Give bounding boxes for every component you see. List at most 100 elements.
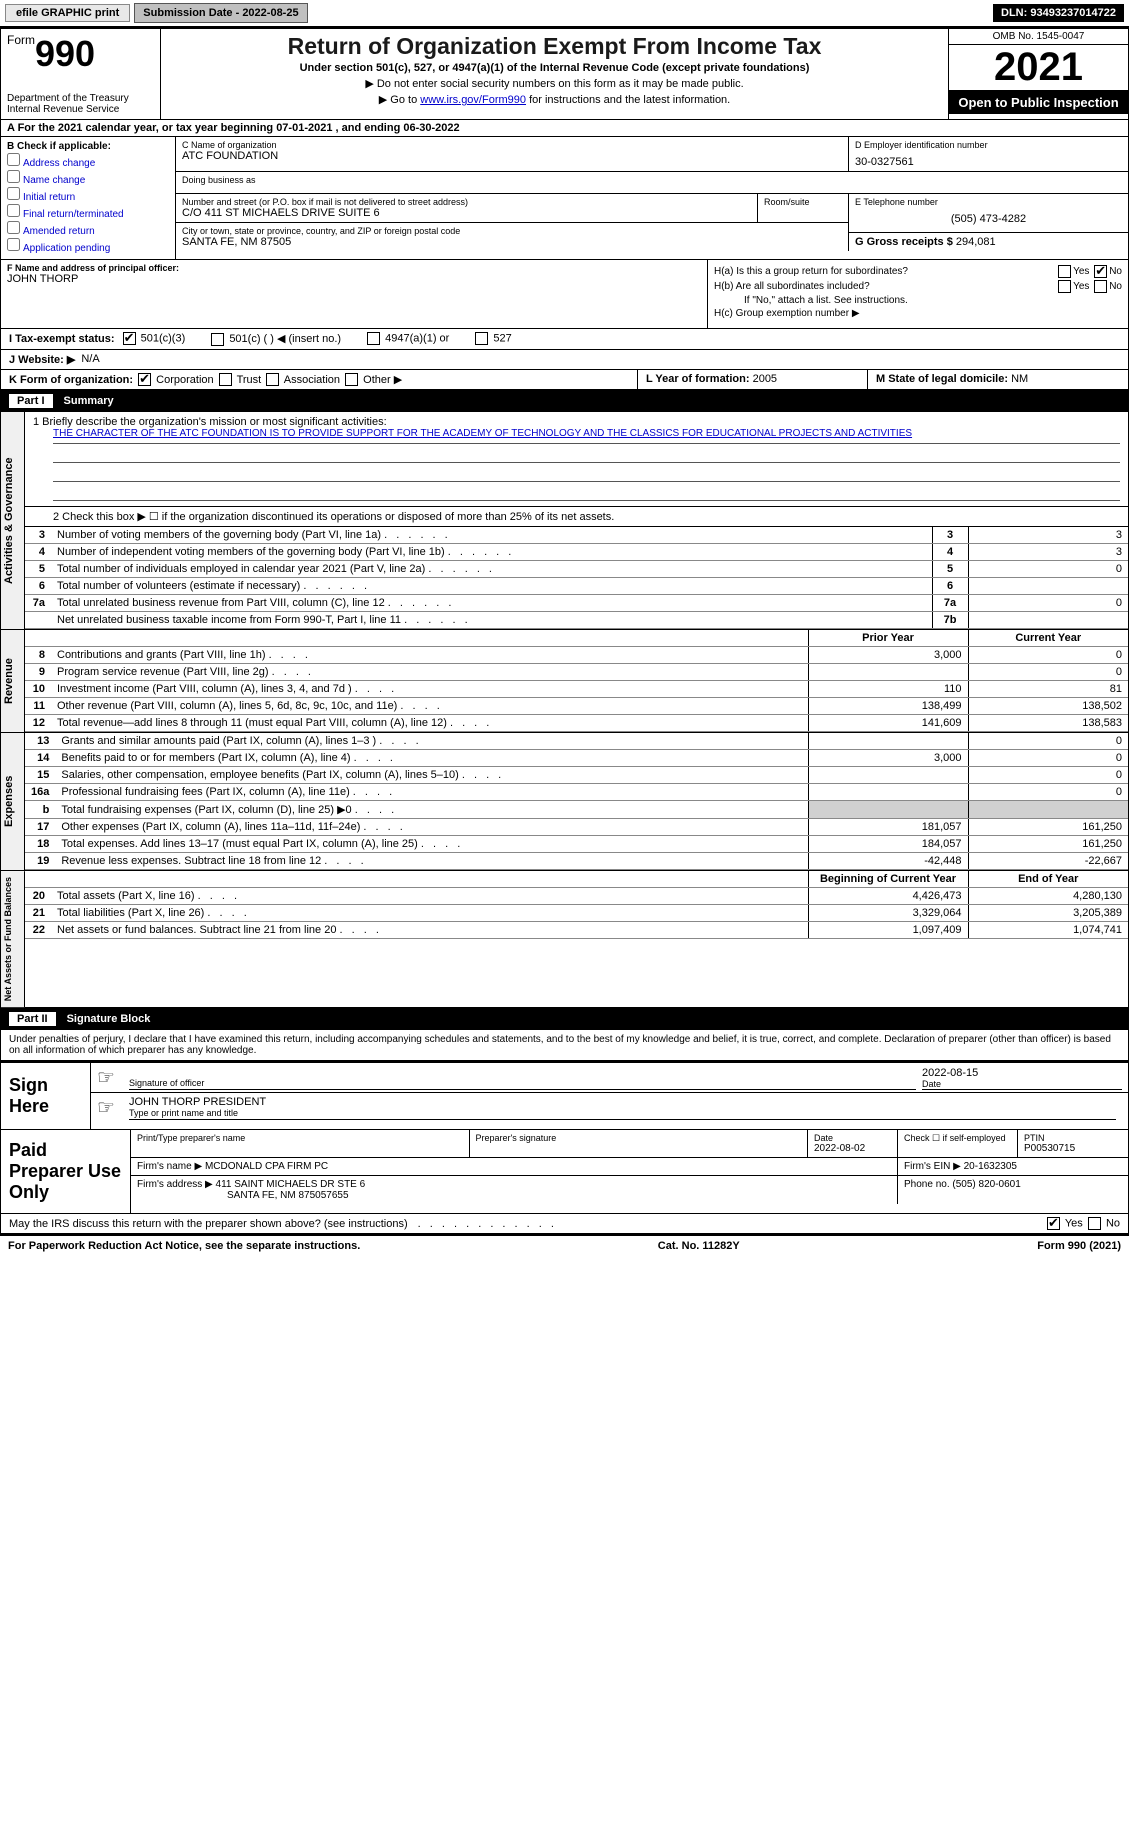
box-cde: C Name of organization ATC FOUNDATION D … (176, 137, 1128, 259)
city-value: SANTA FE, NM 87505 (182, 236, 842, 248)
org-name: ATC FOUNDATION (182, 150, 842, 162)
street-value: C/O 411 ST MICHAELS DRIVE SUITE 6 (182, 207, 751, 219)
discuss-yes[interactable] (1047, 1217, 1060, 1230)
website-value: N/A (81, 353, 99, 365)
box-c: C Name of organization ATC FOUNDATION (176, 137, 848, 171)
box-d: D Employer identification number 30-0327… (848, 137, 1128, 171)
box-e: E Telephone number (505) 473-4282 (849, 194, 1128, 233)
telephone-value: (505) 473-4282 (855, 213, 1122, 225)
discuss-no[interactable] (1088, 1217, 1101, 1230)
chk-4947[interactable] (367, 332, 380, 345)
side-activities: Activities & Governance (1, 412, 25, 629)
netassets-section: Net Assets or Fund Balances Beginning of… (0, 871, 1129, 1008)
chk-address-change[interactable]: Address change (7, 153, 169, 169)
form-word: Form (7, 33, 35, 47)
box-l: L Year of formation: 2005 (638, 370, 868, 390)
form-header: Form990 Department of the Treasury Inter… (0, 27, 1129, 120)
form-title: Return of Organization Exempt From Incom… (169, 33, 940, 60)
header-center: Return of Organization Exempt From Incom… (161, 29, 948, 119)
form-number: 990 (35, 33, 95, 74)
expenses-table: 13Grants and similar amounts paid (Part … (25, 733, 1128, 870)
firm-addr1: 411 SAINT MICHAELS DR STE 6 (216, 1179, 366, 1190)
row-j-website: J Website: ▶ N/A (0, 350, 1129, 370)
chk-amended-return[interactable]: Amended return (7, 221, 169, 237)
box-m: M State of legal domicile: NM (868, 370, 1128, 390)
chk-501c[interactable] (211, 333, 224, 346)
klm-row: K Form of organization: Corporation Trus… (0, 370, 1129, 391)
fgh-row: F Name and address of principal officer:… (0, 260, 1129, 329)
side-revenue: Revenue (1, 630, 25, 732)
row-i-tax-exempt: I Tax-exempt status: 501(c)(3) 501(c) ( … (0, 329, 1129, 350)
subtitle-2: ▶ Do not enter social security numbers o… (169, 77, 940, 90)
expenses-section: Expenses 13Grants and similar amounts pa… (0, 733, 1129, 871)
box-g: G Gross receipts $ 294,081 (849, 233, 1128, 251)
box-k: K Form of organization: Corporation Trus… (1, 370, 638, 390)
discuss-row: May the IRS discuss this return with the… (0, 1214, 1129, 1234)
q2-checkbox: 2 Check this box ▶ ☐ if the organization… (25, 507, 1128, 527)
submission-date: Submission Date - 2022-08-25 (134, 3, 307, 23)
form-footer: Form 990 (2021) (1037, 1240, 1121, 1252)
firm-name: MCDONALD CPA FIRM PC (205, 1161, 328, 1172)
activities-table: 3Number of voting members of the governi… (25, 527, 1128, 629)
room-suite-label: Room/suite (764, 197, 842, 207)
signature-date: 2022-08-15 Date (922, 1067, 1122, 1090)
revenue-section: Revenue Prior YearCurrent Year8Contribut… (0, 630, 1129, 733)
top-bar: efile GRAPHIC print Submission Date - 20… (0, 0, 1129, 27)
chk-other[interactable] (345, 373, 358, 386)
efile-print-button[interactable]: efile GRAPHIC print (5, 4, 130, 22)
sign-here-block: Sign Here ☞ Signature of officer 2022-08… (0, 1061, 1129, 1130)
box-f: F Name and address of principal officer:… (1, 260, 708, 328)
box-h: H(a) Is this a group return for subordin… (708, 260, 1128, 328)
chk-initial-return[interactable]: Initial return (7, 187, 169, 203)
ha-no[interactable] (1094, 265, 1107, 278)
subtitle-1: Under section 501(c), 527, or 4947(a)(1)… (169, 62, 940, 74)
dln-label: DLN: 93493237014722 (993, 4, 1124, 22)
ha-yes[interactable] (1058, 265, 1071, 278)
gross-receipts: 294,081 (956, 236, 996, 248)
chk-corporation[interactable] (138, 373, 151, 386)
declaration-text: Under penalties of perjury, I declare th… (0, 1030, 1129, 1061)
box-b: B Check if applicable: Address change Na… (1, 137, 176, 259)
officer-name-line: JOHN THORP PRESIDENT Type or print name … (129, 1096, 1116, 1120)
officer-name: JOHN THORP (7, 273, 701, 285)
dba-box: Doing business as (176, 172, 1128, 194)
hb-yes[interactable] (1058, 280, 1071, 293)
main-info: B Check if applicable: Address change Na… (0, 137, 1129, 260)
firm-ein: 20-1632305 (964, 1161, 1017, 1172)
q1-label: 1 Briefly describe the organization's mi… (33, 416, 1120, 428)
chk-application-pending[interactable]: Application pending (7, 238, 169, 254)
sign-here-label: Sign Here (1, 1063, 91, 1129)
pointer-icon: ☞ (97, 1095, 123, 1120)
chk-association[interactable] (266, 373, 279, 386)
header-left: Form990 Department of the Treasury Inter… (1, 29, 161, 119)
chk-501c3[interactable] (123, 332, 136, 345)
side-netassets: Net Assets or Fund Balances (1, 871, 25, 1007)
street-label: Number and street (or P.O. box if mail i… (182, 197, 751, 207)
box-b-label: B Check if applicable: (7, 141, 169, 152)
tax-year: 2021 (949, 45, 1128, 91)
part1-body: Activities & Governance 1 Briefly descri… (0, 412, 1129, 630)
subtitle-3: ▶ Go to www.irs.gov/Form990 for instruct… (169, 93, 940, 106)
paid-preparer-label: Paid Preparer Use Only (1, 1130, 131, 1213)
mission-text: THE CHARACTER OF THE ATC FOUNDATION IS T… (53, 428, 1120, 444)
hb-no[interactable] (1094, 280, 1107, 293)
pra-notice: For Paperwork Reduction Act Notice, see … (8, 1240, 360, 1252)
chk-final-return[interactable]: Final return/terminated (7, 204, 169, 220)
irs-link[interactable]: www.irs.gov/Form990 (420, 94, 526, 106)
address-left: Number and street (or P.O. box if mail i… (176, 194, 848, 251)
city-label: City or town, state or province, country… (182, 226, 842, 236)
ein-label: D Employer identification number (855, 140, 1122, 150)
omb-number: OMB No. 1545-0047 (949, 29, 1128, 45)
chk-527[interactable] (475, 332, 488, 345)
chk-trust[interactable] (219, 373, 232, 386)
mission-box: 1 Briefly describe the organization's mi… (25, 412, 1128, 507)
chk-name-change[interactable]: Name change (7, 170, 169, 186)
footer: For Paperwork Reduction Act Notice, see … (0, 1234, 1129, 1256)
firm-addr2: SANTA FE, NM 875057655 (227, 1190, 349, 1201)
ein-value: 30-0327561 (855, 156, 1122, 168)
section-a-tax-year: A For the 2021 calendar year, or tax yea… (0, 120, 1129, 137)
signature-officer-line: Signature of officer (129, 1078, 916, 1090)
address-right: E Telephone number (505) 473-4282 G Gros… (848, 194, 1128, 251)
part1-header: Part I Summary (0, 390, 1129, 412)
department-label: Department of the Treasury Internal Reve… (7, 93, 154, 115)
